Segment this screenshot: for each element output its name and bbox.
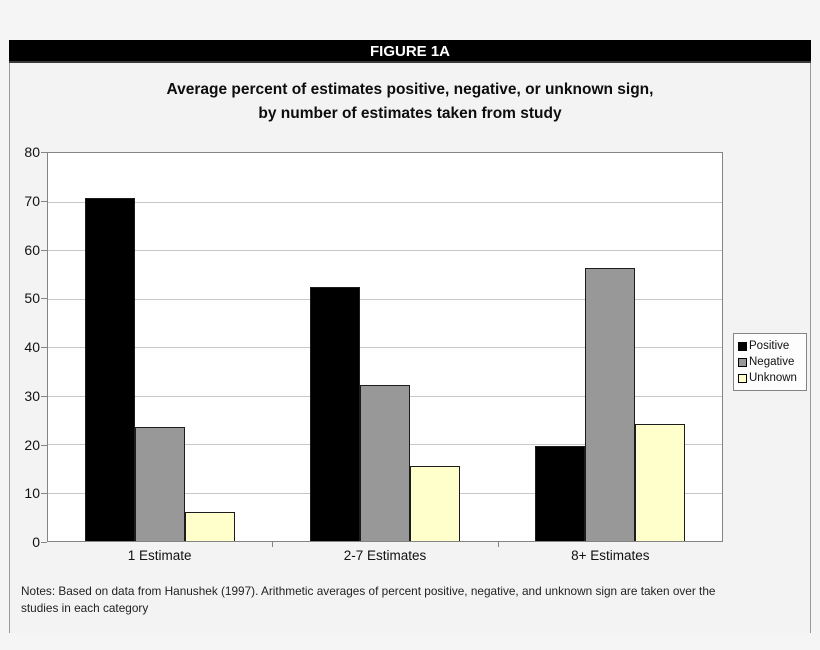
bar-negative-2 bbox=[360, 385, 410, 541]
legend-label: Positive bbox=[749, 340, 790, 352]
x-axis-tick-1 bbox=[272, 542, 273, 547]
y-axis-label-50: 50 bbox=[24, 290, 40, 306]
bar-positive-2 bbox=[310, 287, 360, 541]
y-axis-tick-80 bbox=[41, 152, 47, 153]
y-axis-tick-0 bbox=[41, 542, 47, 543]
bar-positive-1 bbox=[85, 198, 136, 541]
bar-group-2 bbox=[273, 153, 498, 541]
legend-item-positive: Positive bbox=[738, 338, 803, 354]
chart-title-line1: Average percent of estimates positive, n… bbox=[166, 81, 654, 98]
chart-title-line2: by number of estimates taken from study bbox=[258, 105, 562, 122]
legend-swatch-icon bbox=[738, 373, 747, 383]
y-axis-tick-70 bbox=[41, 201, 47, 202]
y-axis-label-40: 40 bbox=[24, 339, 40, 355]
y-axis-tick-10 bbox=[41, 493, 47, 494]
legend-label: Unknown bbox=[749, 372, 797, 384]
legend: Positive Negative Unknown bbox=[733, 333, 807, 391]
notes-line1: Notes: Based on data from Hanushek (1997… bbox=[21, 584, 716, 598]
x-axis-label-3: 8+ Estimates bbox=[571, 548, 650, 563]
chart-title: Average percent of estimates positive, n… bbox=[0, 78, 820, 126]
gridline-70 bbox=[48, 202, 722, 203]
bar-unknown-3 bbox=[634, 424, 685, 541]
notes-text: Notes: Based on data from Hanushek (1997… bbox=[21, 583, 781, 617]
y-axis-label-0: 0 bbox=[32, 534, 40, 550]
x-axis-labels: 1 Estimate 2-7 Estimates 8+ Estimates bbox=[47, 548, 723, 563]
gridline-40 bbox=[48, 347, 722, 348]
bar-unknown-1 bbox=[185, 512, 236, 541]
y-axis-tick-40 bbox=[41, 347, 47, 348]
gridline-50 bbox=[48, 299, 722, 300]
figure-header-bar: FIGURE 1A bbox=[9, 40, 811, 63]
bar-groups bbox=[48, 153, 722, 541]
gridline-60 bbox=[48, 250, 722, 251]
notes-line2: studies in each category bbox=[21, 601, 149, 615]
legend-item-negative: Negative bbox=[738, 354, 803, 370]
y-axis-label-60: 60 bbox=[24, 242, 40, 258]
bar-group-3 bbox=[497, 153, 722, 541]
y-axis-label-70: 70 bbox=[24, 193, 40, 209]
y-axis-tick-60 bbox=[41, 250, 47, 251]
figure-label: FIGURE 1A bbox=[369, 43, 450, 60]
bar-unknown-2 bbox=[410, 466, 460, 541]
x-axis-tick-2 bbox=[498, 542, 499, 547]
y-axis-tick-20 bbox=[41, 445, 47, 446]
legend-item-unknown: Unknown bbox=[738, 370, 803, 386]
bar-positive-3 bbox=[534, 446, 585, 541]
x-axis-label-1: 1 Estimate bbox=[127, 548, 192, 563]
bar-group-1 bbox=[48, 153, 273, 541]
legend-swatch-icon bbox=[738, 357, 747, 367]
y-axis-tick-50 bbox=[41, 298, 47, 299]
y-axis-label-20: 20 bbox=[24, 437, 40, 453]
y-axis-label-30: 30 bbox=[24, 388, 40, 404]
bar-negative-3 bbox=[584, 268, 635, 541]
bar-negative-1 bbox=[135, 427, 186, 541]
y-axis-label-80: 80 bbox=[24, 144, 40, 160]
y-axis-label-10: 10 bbox=[24, 485, 40, 501]
legend-label: Negative bbox=[749, 356, 795, 368]
plot-area bbox=[47, 152, 723, 542]
x-axis-label-2: 2-7 Estimates bbox=[343, 548, 427, 563]
legend-swatch-icon bbox=[738, 341, 747, 351]
y-axis-tick-30 bbox=[41, 396, 47, 397]
